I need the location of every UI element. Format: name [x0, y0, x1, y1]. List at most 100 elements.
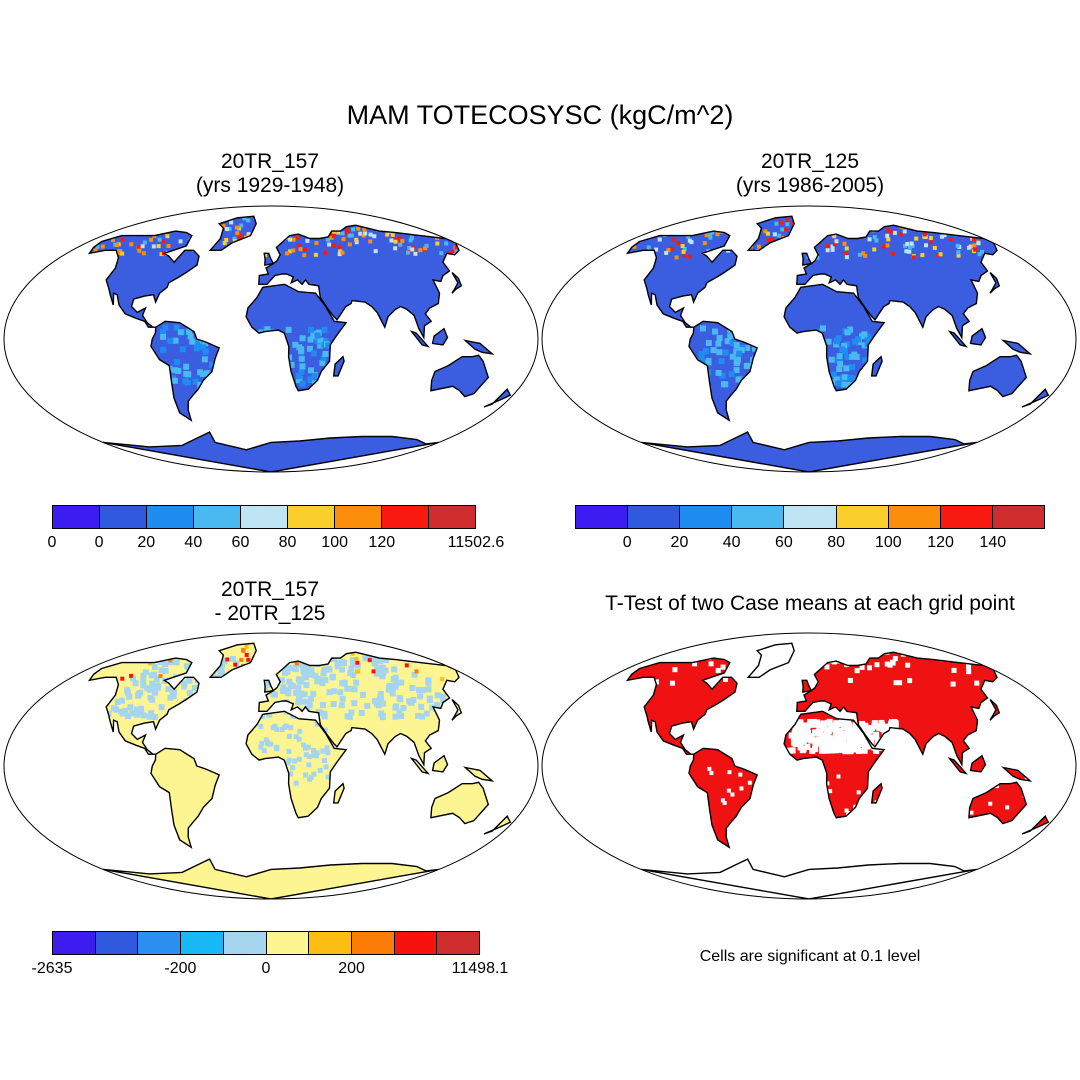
- grid-cell: [646, 683, 652, 689]
- grid-cell: [209, 361, 216, 368]
- grid-cell: [203, 656, 210, 663]
- grid-cell: [224, 227, 229, 232]
- panel-title-line2: (yrs 1929-1948): [195, 174, 345, 197]
- grid-cell: [429, 704, 436, 711]
- grid-cell: [306, 657, 313, 664]
- grid-cell: [940, 234, 945, 239]
- grid-cell: [229, 671, 234, 676]
- grid-cell: [895, 741, 902, 748]
- colorbar-tick-label: 40: [722, 534, 741, 551]
- grid-cell: [242, 216, 247, 221]
- grid-cell: [270, 350, 277, 357]
- coastline: [430, 354, 490, 398]
- grid-cell: [392, 227, 397, 232]
- grid-cell: [262, 340, 269, 347]
- grid-cell: [337, 689, 344, 696]
- grid-cell: [368, 232, 373, 237]
- grid-cell: [187, 333, 194, 340]
- grid-cell: [792, 682, 798, 688]
- grid-cell: [847, 677, 853, 683]
- grid-cell: [315, 231, 320, 236]
- grid-cell: [250, 251, 255, 256]
- grid-cell: [268, 341, 275, 348]
- grid-cell: [861, 342, 868, 349]
- grid-cell: [772, 773, 777, 778]
- grid-cell: [312, 672, 319, 679]
- grid-cell: [158, 704, 165, 711]
- grid-cell: [167, 694, 174, 701]
- grid-cell: [207, 711, 214, 718]
- colorbar-swatch: [181, 932, 224, 954]
- grid-cell: [257, 223, 262, 228]
- grid-cell: [228, 247, 233, 252]
- grid-cell: [792, 725, 799, 732]
- grid-cell: [308, 667, 315, 674]
- grid-cell: [349, 233, 354, 238]
- grid-cell: [864, 341, 871, 348]
- grid-cell: [275, 353, 282, 360]
- grid-cell: [149, 680, 156, 687]
- grid-cell: [354, 240, 359, 245]
- grid-cell: [235, 331, 242, 338]
- grid-cell: [362, 655, 369, 662]
- grid-cell: [268, 741, 274, 747]
- grid-cell: [855, 224, 860, 229]
- grid-cell: [819, 367, 826, 374]
- grid-cell: [315, 218, 320, 223]
- grid-cell: [807, 367, 814, 374]
- land-eurasia: [258, 652, 459, 765]
- grid-cell: [808, 348, 815, 355]
- grid-cell: [966, 245, 971, 250]
- grid-cell: [229, 382, 236, 389]
- grid-cell: [778, 802, 783, 807]
- grid-cell: [989, 256, 994, 261]
- grid-cell: [742, 220, 747, 225]
- grid-cell: [196, 234, 201, 239]
- grid-cell: [221, 224, 226, 229]
- colorbar-tick-label: -2635: [31, 960, 73, 977]
- colorbar-swatch: [335, 506, 382, 528]
- grid-cell: [244, 707, 251, 714]
- grid-cell: [833, 341, 840, 348]
- grid-cell: [348, 709, 355, 716]
- grid-cell: [826, 649, 832, 655]
- grid-cell: [808, 661, 814, 667]
- grid-cell: [186, 677, 193, 684]
- grid-cell: [836, 366, 843, 373]
- land-antarctica: [641, 432, 977, 472]
- coastline: [968, 781, 1028, 825]
- grid-cell: [842, 241, 847, 246]
- grid-cell: [148, 710, 155, 717]
- grid-cell: [831, 644, 837, 650]
- grid-cell: [739, 251, 744, 256]
- grid-cell: [825, 243, 830, 248]
- grid-cell: [358, 231, 363, 236]
- grid-cell: [219, 359, 226, 366]
- grid-cell: [205, 644, 210, 649]
- colorbar-swatch: [266, 932, 310, 954]
- grid-cell: [671, 238, 676, 243]
- colorbar-tick-label: 11502.6: [447, 534, 505, 551]
- grid-cell: [392, 713, 399, 720]
- grid-cell: [120, 251, 125, 256]
- grid-cell: [398, 679, 405, 686]
- grid-cell: [881, 219, 886, 224]
- grid-cell: [171, 713, 178, 720]
- grid-cell: [114, 242, 119, 247]
- grid-cell: [398, 712, 405, 719]
- grid-cell: [793, 665, 799, 671]
- grid-cell: [197, 369, 204, 376]
- grid-cell: [183, 363, 190, 370]
- grid-cell: [793, 721, 800, 728]
- grid-cell: [124, 713, 131, 720]
- grid-cell: [149, 696, 156, 703]
- grid-cell: [893, 742, 900, 749]
- map-border: [3, 205, 539, 473]
- grid-cell: [811, 374, 818, 381]
- grid-cell: [120, 676, 125, 681]
- grid-cell: [825, 727, 832, 734]
- grid-cell: [886, 740, 893, 747]
- grid-cell: [258, 744, 264, 750]
- coastline: [783, 710, 886, 819]
- grid-cell: [344, 685, 351, 692]
